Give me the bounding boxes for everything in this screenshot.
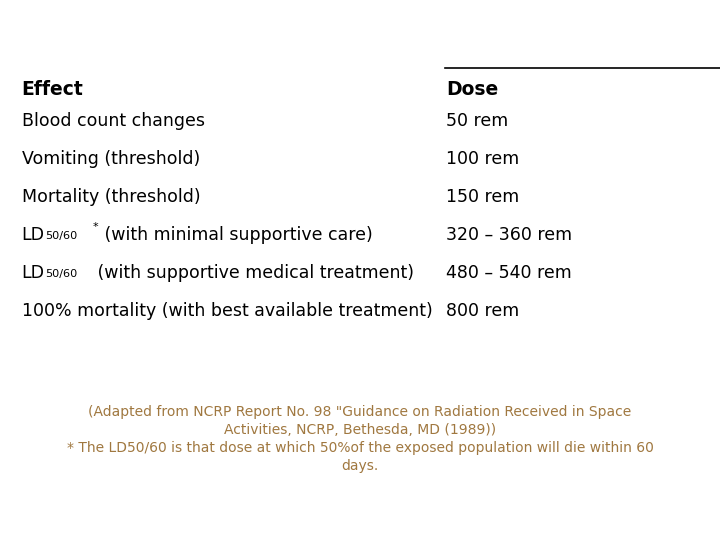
Text: Dose: Dose <box>446 80 499 99</box>
Text: Mortality (threshold): Mortality (threshold) <box>22 188 200 206</box>
Text: 50/60: 50/60 <box>45 231 78 241</box>
Text: Vomiting (threshold): Vomiting (threshold) <box>22 150 200 168</box>
Text: 100 rem: 100 rem <box>446 150 520 168</box>
Text: LD: LD <box>22 226 45 244</box>
Text: (with supportive medical treatment): (with supportive medical treatment) <box>92 264 414 282</box>
Text: Activities, NCRP, Bethesda, MD (1989)): Activities, NCRP, Bethesda, MD (1989)) <box>224 423 496 437</box>
Text: Blood count changes: Blood count changes <box>22 112 204 130</box>
Text: (with minimal supportive care): (with minimal supportive care) <box>99 226 373 244</box>
Text: 50/60: 50/60 <box>45 269 78 279</box>
Text: Effect: Effect <box>22 80 84 99</box>
Text: days.: days. <box>341 459 379 473</box>
Text: 50 rem: 50 rem <box>446 112 508 130</box>
Text: 320 – 360 rem: 320 – 360 rem <box>446 226 572 244</box>
Text: LD: LD <box>22 264 45 282</box>
Text: 800 rem: 800 rem <box>446 302 520 320</box>
Text: (Adapted from NCRP Report No. 98 "Guidance on Radiation Received in Space: (Adapted from NCRP Report No. 98 "Guidan… <box>89 405 631 419</box>
Text: * The LD50/60 is that dose at which 50%of the exposed population will die within: * The LD50/60 is that dose at which 50%o… <box>66 441 654 455</box>
Text: 480 – 540 rem: 480 – 540 rem <box>446 264 572 282</box>
Text: 100% mortality (with best available treatment): 100% mortality (with best available trea… <box>22 302 432 320</box>
Text: 150 rem: 150 rem <box>446 188 520 206</box>
Text: *: * <box>92 222 98 232</box>
